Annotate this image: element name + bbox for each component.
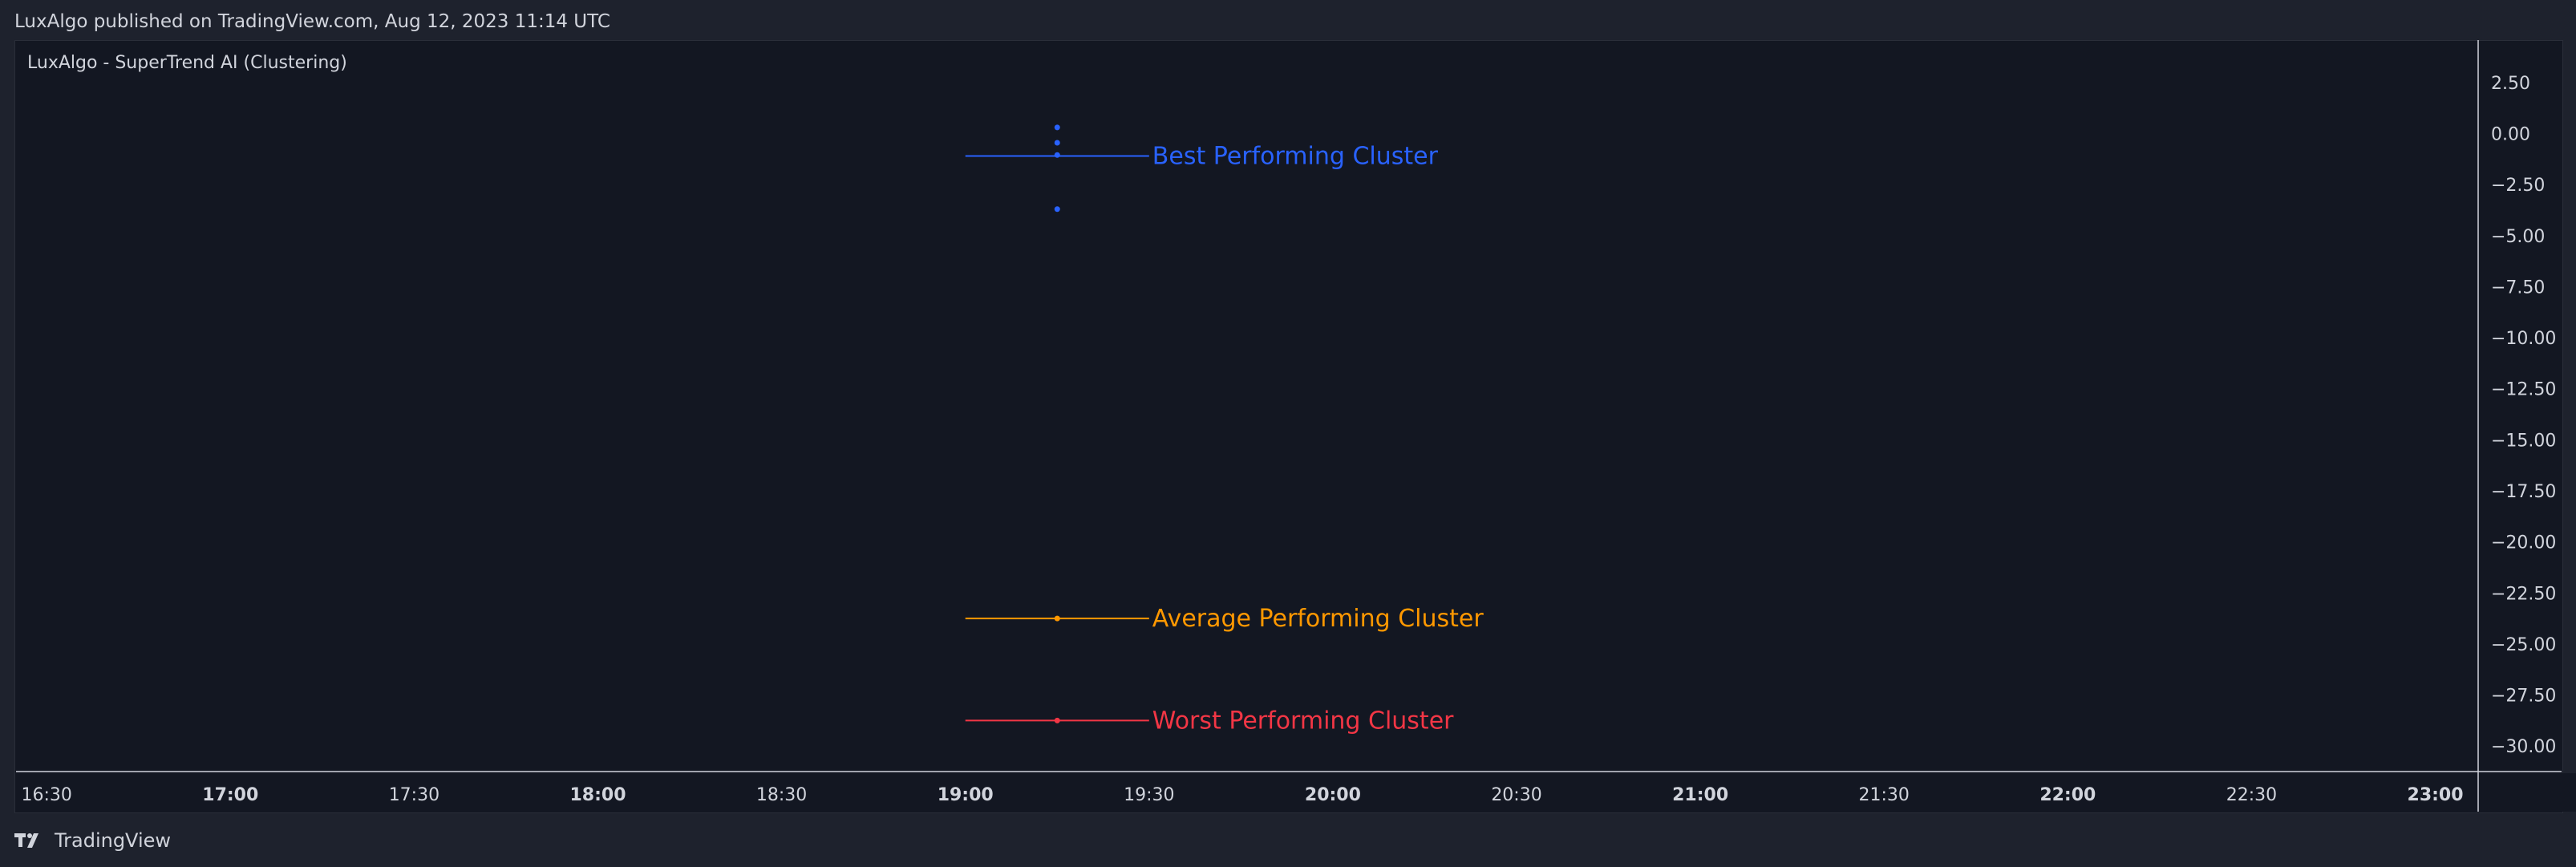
cluster-label: Worst Performing Cluster bbox=[1152, 707, 1454, 735]
brand-name: TradingView bbox=[55, 829, 172, 852]
indicator-title: LuxAlgo - SuperTrend AI (Clustering) bbox=[27, 53, 347, 73]
y-tick-label: −15.00 bbox=[2491, 431, 2556, 451]
publication-caption: LuxAlgo published on TradingView.com, Au… bbox=[14, 11, 610, 32]
x-tick-label: 18:00 bbox=[569, 785, 626, 805]
y-tick-label: −30.00 bbox=[2491, 737, 2556, 757]
x-tick-label: 16:30 bbox=[21, 785, 71, 805]
chart-area[interactable] bbox=[14, 40, 2563, 813]
x-tick-label: 23:00 bbox=[2408, 785, 2464, 805]
cluster-label: Average Performing Cluster bbox=[1152, 605, 1484, 633]
footer-brand[interactable]: TradingView bbox=[14, 826, 171, 855]
y-tick-label: −25.00 bbox=[2491, 635, 2556, 655]
x-tick-label: 22:30 bbox=[2226, 785, 2277, 805]
axis-corner bbox=[2479, 773, 2576, 812]
cluster-point bbox=[1054, 615, 1060, 622]
y-tick-label: −2.50 bbox=[2491, 176, 2545, 196]
tradingview-logo-icon bbox=[14, 833, 38, 848]
cluster-point bbox=[1054, 124, 1060, 131]
x-tick-label: 17:30 bbox=[389, 785, 439, 805]
y-tick-label: −5.00 bbox=[2491, 227, 2545, 247]
x-tick-label: 19:00 bbox=[938, 785, 994, 805]
x-tick-label: 17:00 bbox=[202, 785, 258, 805]
cluster-label: Best Performing Cluster bbox=[1152, 143, 1439, 171]
x-tick-label: 22:00 bbox=[2039, 785, 2096, 805]
cluster-point bbox=[1054, 152, 1060, 158]
y-tick-label: −17.50 bbox=[2491, 482, 2556, 502]
cluster-point bbox=[1054, 140, 1060, 146]
y-tick-label: 0.00 bbox=[2491, 125, 2530, 145]
y-tick-label: −12.50 bbox=[2491, 380, 2556, 400]
x-tick-label: 21:30 bbox=[1859, 785, 1910, 805]
x-tick-label: 20:30 bbox=[1491, 785, 1541, 805]
x-tick-label: 18:30 bbox=[756, 785, 807, 805]
y-tick-label: −20.00 bbox=[2491, 533, 2556, 553]
x-tick-label: 21:00 bbox=[1672, 785, 1728, 805]
x-tick-label: 20:00 bbox=[1305, 785, 1361, 805]
y-tick-label: −22.50 bbox=[2491, 584, 2556, 604]
cluster-point bbox=[1054, 206, 1060, 213]
cluster-point bbox=[1054, 717, 1060, 723]
y-tick-label: −7.50 bbox=[2491, 278, 2545, 298]
y-tick-label: −10.00 bbox=[2491, 329, 2556, 349]
y-tick-label: 2.50 bbox=[2491, 74, 2530, 94]
y-tick-label: −27.50 bbox=[2491, 687, 2556, 707]
x-tick-label: 19:30 bbox=[1124, 785, 1174, 805]
